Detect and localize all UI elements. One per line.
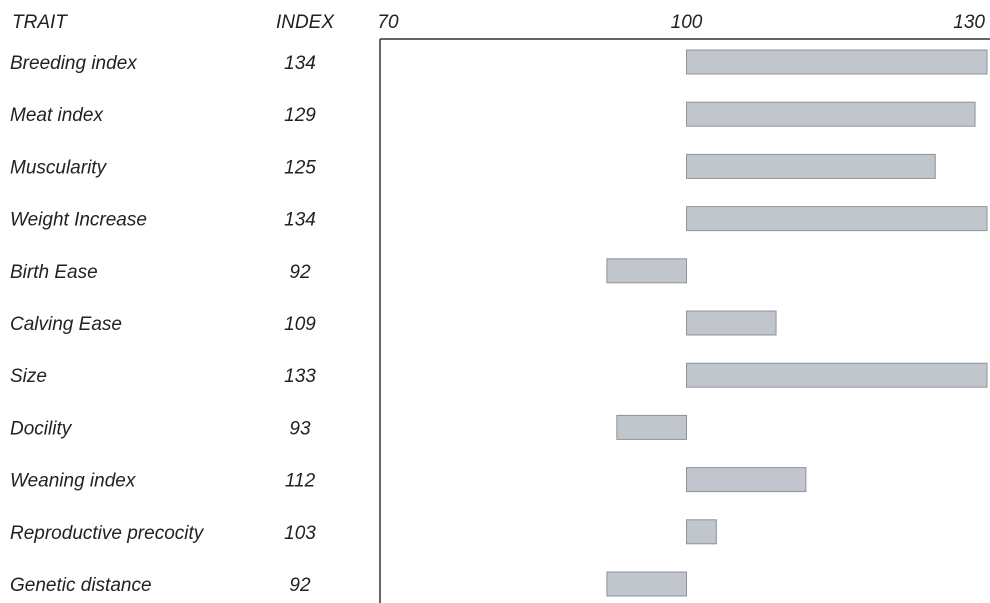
bar — [686, 49, 988, 75]
bar — [686, 467, 807, 493]
header-trait: TRAIT — [12, 12, 68, 33]
bar — [686, 153, 936, 179]
x-tick-label: 130 — [953, 12, 985, 33]
trait-label: Weight Increase — [10, 210, 147, 231]
bar — [616, 414, 687, 440]
index-value: 134 — [284, 53, 316, 74]
trait-label: Size — [10, 366, 47, 387]
bar — [686, 206, 988, 232]
trait-label: Reproductive precocity — [10, 523, 205, 544]
x-tick-labels: 70 100 130 — [377, 12, 985, 33]
index-value: 112 — [285, 471, 316, 492]
index-value: 129 — [284, 105, 316, 126]
index-value: 93 — [289, 418, 311, 439]
index-value: 134 — [284, 210, 316, 231]
header-index: INDEX — [276, 12, 335, 33]
trait-label: Meat index — [10, 105, 104, 126]
index-value: 92 — [289, 575, 311, 596]
index-value: 92 — [289, 262, 311, 283]
bar — [606, 258, 688, 284]
bar — [686, 362, 988, 388]
index-value: 133 — [284, 366, 316, 387]
trait-label: Muscularity — [10, 157, 108, 178]
trait-label: Genetic distance — [10, 575, 152, 596]
trait-label: Docility — [10, 418, 73, 439]
x-tick-label: 100 — [671, 12, 703, 33]
bar — [686, 101, 976, 127]
index-value: 109 — [284, 314, 316, 335]
trait-label: Birth Ease — [10, 262, 98, 283]
trait-label: Breeding index — [10, 53, 138, 74]
index-value: 103 — [284, 523, 316, 544]
trait-label: Calving Ease — [10, 314, 122, 335]
bar — [686, 519, 717, 545]
bar — [686, 310, 777, 336]
bar — [606, 571, 688, 597]
index-value: 125 — [284, 157, 316, 178]
x-tick-label: 70 — [377, 12, 399, 33]
trait-label: Weaning index — [10, 471, 137, 492]
chart-rows: Breeding index 134 Meat index 129 Muscularit… — [10, 49, 988, 597]
